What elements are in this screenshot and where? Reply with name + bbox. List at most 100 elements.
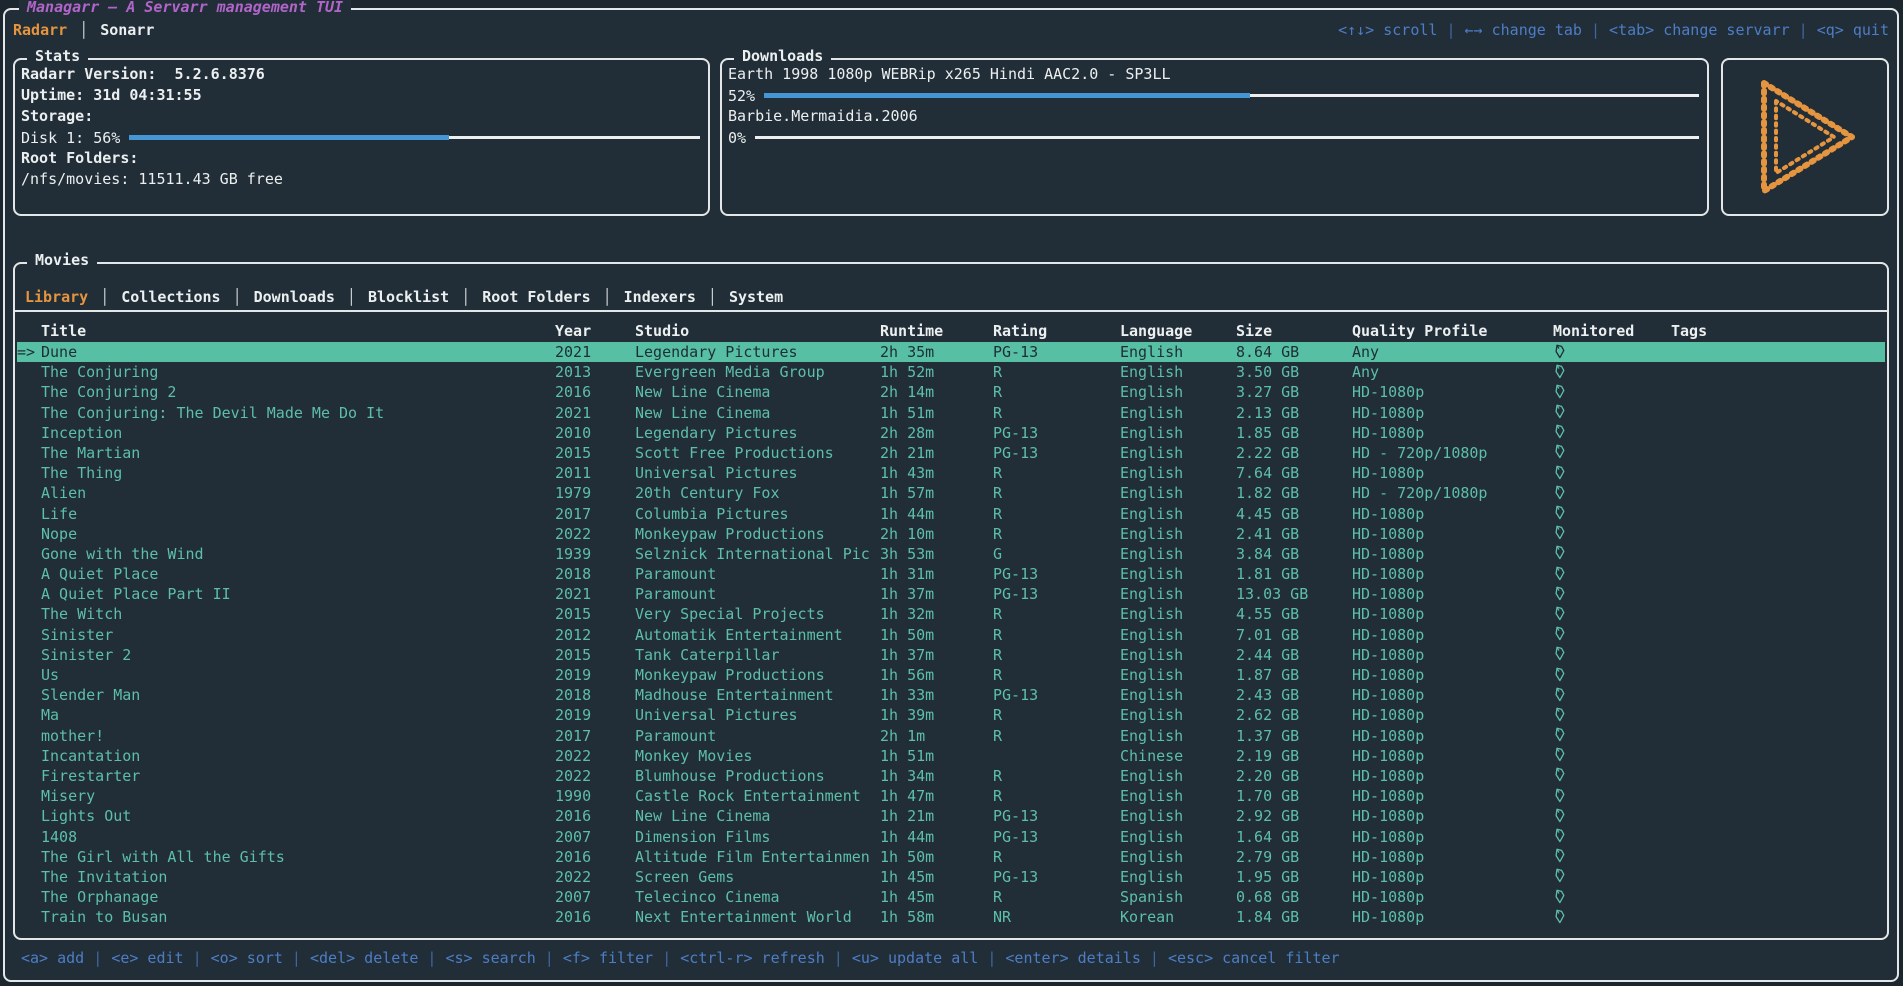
cell-tags — [1671, 705, 1885, 725]
cell-tags — [1671, 726, 1885, 746]
row-marker: => — [17, 343, 36, 361]
cell-language: English — [1120, 403, 1184, 422]
tab-root-folders[interactable]: Root Folders — [482, 288, 591, 306]
cell-title: The Conjuring — [41, 363, 159, 382]
table-row[interactable]: Train to Busan 2016 Next Entertainment Wor… — [17, 907, 1885, 927]
row-marker — [17, 867, 41, 887]
keybind-change-tab: ←→ change tab — [1464, 21, 1582, 39]
table-row[interactable]: The Orphanage 2007 Telecinco Cinema 1h 45m R… — [17, 887, 1885, 907]
table-row[interactable]: Incantation 2022 Monkey Movies 1h 51m Chines… — [17, 746, 1885, 766]
cell-runtime: 1h 37m — [880, 645, 935, 664]
table-row[interactable]: The Thing 2011 Universal Pictures 1h 43m R En… — [17, 463, 1885, 483]
cell-runtime: 1h 58m — [880, 908, 935, 927]
tab-indexers[interactable]: Indexers — [623, 288, 696, 306]
table-row[interactable]: The Conjuring 2 2016 New Line Cinema 2h 14m… — [17, 382, 1885, 402]
table-row[interactable]: Ma 2019 Universal Pictures 1h 39m R English 2.… — [17, 705, 1885, 725]
cell-monitored — [1553, 382, 1671, 402]
table-row[interactable]: Inception 2010 Legendary Pictures 2h 28m PG-… — [17, 423, 1885, 443]
cell-language: Chinese — [1120, 746, 1184, 765]
cell-year: 2015 — [555, 443, 592, 462]
cell-year: 1990 — [555, 787, 592, 806]
servarr-tab-radarr[interactable]: Radarr — [13, 21, 68, 39]
cell-year: 2015 — [555, 645, 592, 664]
cell-tags — [1671, 746, 1885, 766]
cell-year: 2016 — [555, 383, 592, 402]
cell-quality-profile: Any — [1352, 343, 1380, 361]
cell-year: 1979 — [555, 484, 592, 503]
table-row[interactable]: A Quiet Place 2018 Paramount 1h 31m PG-13 Eng… — [17, 564, 1885, 584]
stats-panel: Stats Radarr Version: 5.2.6.8376 Uptime:… — [13, 47, 710, 216]
tab-downloads[interactable]: Downloads — [253, 288, 335, 306]
cell-language: English — [1120, 524, 1184, 543]
cell-year: 2016 — [555, 807, 592, 826]
cell-monitored — [1553, 786, 1671, 806]
table-row[interactable]: The Witch 2015 Very Special Projects 1h 32m… — [17, 604, 1885, 624]
tab-separator: │ — [602, 288, 612, 306]
cell-tags — [1671, 443, 1885, 463]
cell-title: A Quiet Place — [41, 565, 159, 584]
tab-blocklist[interactable]: Blocklist — [367, 288, 450, 306]
keybind-scroll: <↑↓> scroll — [1338, 21, 1438, 39]
table-row[interactable]: Lights Out 2016 New Line Cinema 1h 21m PG-13… — [17, 806, 1885, 826]
row-marker — [17, 524, 41, 544]
cell-studio: Madhouse Entertainment — [635, 686, 834, 705]
table-row[interactable]: Sinister 2 2015 Tank Caterpillar 1h 37m R Eng… — [17, 645, 1885, 665]
table-row[interactable]: Firestarter 2022 Blumhouse Productions 1h 3… — [17, 766, 1885, 786]
monitored-tag-icon — [1553, 626, 1566, 644]
table-row[interactable]: mother! 2017 Paramount 2h 1m R English 1.37 GB… — [17, 726, 1885, 746]
disk-gauge-row: Disk 1: 56% — [21, 127, 702, 148]
cell-rating: R — [993, 403, 1003, 422]
cell-studio: Universal Pictures — [635, 706, 798, 725]
cell-language: English — [1120, 726, 1184, 745]
table-row[interactable]: Gone with the Wind 1939 Selznick Internati… — [17, 544, 1885, 564]
header-marker-cell — [17, 320, 41, 342]
cell-language: English — [1120, 787, 1184, 806]
table-row[interactable]: 1408 2007 Dimension Films 1h 44m PG-13 Englis… — [17, 827, 1885, 847]
cell-rating: PG-13 — [993, 867, 1039, 886]
tab-library[interactable]: Library — [25, 288, 89, 306]
table-row[interactable]: The Conjuring: The Devil Made Me Do It 20… — [17, 403, 1885, 423]
cell-studio: Evergreen Media Group — [635, 363, 825, 382]
table-row[interactable]: Life 2017 Columbia Pictures 1h 44m R English 4… — [17, 504, 1885, 524]
cell-language: English — [1120, 867, 1184, 886]
cell-rating: R — [993, 645, 1003, 664]
table-row[interactable]: Us 2019 Monkeypaw Productions 1h 56m R Englis… — [17, 665, 1885, 685]
cell-title: Sinister 2 — [41, 645, 132, 664]
table-row[interactable]: Slender Man 2018 Madhouse Entertainment 1h … — [17, 685, 1885, 705]
table-row[interactable]: Alien 1979 20th Century Fox 1h 57m R English 1… — [17, 483, 1885, 503]
cell-monitored — [1553, 665, 1671, 685]
cell-tags — [1671, 887, 1885, 907]
monitored-tag-icon — [1553, 686, 1566, 704]
cell-year: 2015 — [555, 605, 592, 624]
table-row[interactable]: => Dune 2021 Legendary Pictures 2h 35m PG-13 E… — [17, 342, 1885, 363]
cell-quality-profile: HD-1080p — [1352, 867, 1425, 886]
table-row[interactable]: Sinister 2012 Automatik Entertainment 1h 50… — [17, 625, 1885, 645]
row-marker — [17, 685, 41, 705]
cell-quality-profile: HD-1080p — [1352, 726, 1425, 745]
table-row[interactable]: The Invitation 2022 Screen Gems 1h 45m PG-13… — [17, 867, 1885, 887]
keybind-separator: | — [183, 949, 211, 967]
table-row[interactable]: The Martian 2015 Scott Free Productions 2h … — [17, 443, 1885, 463]
cell-rating: PG-13 — [993, 686, 1039, 705]
monitored-tag-icon — [1553, 908, 1566, 926]
monitored-tag-icon — [1553, 868, 1566, 886]
keybind-separator: | — [418, 949, 446, 967]
cell-language: English — [1120, 484, 1184, 503]
table-row[interactable]: The Conjuring 2013 Evergreen Media Group 1h… — [17, 362, 1885, 382]
movies-tabbar: Library │ Collections │ Downloads │ Blocklist │… — [25, 284, 1885, 310]
cell-year: 2022 — [555, 867, 592, 886]
tab-collections[interactable]: Collections — [121, 288, 221, 306]
cell-studio: Altitude Film Entertainmen — [635, 847, 870, 866]
cell-quality-profile: HD-1080p — [1352, 807, 1425, 826]
table-row[interactable]: Misery 1990 Castle Rock Entertainment 1h 47… — [17, 786, 1885, 806]
cell-year: 2022 — [555, 524, 592, 543]
table-row[interactable]: Nope 2022 Monkeypaw Productions 2h 10m R Engl… — [17, 524, 1885, 544]
table-row[interactable]: A Quiet Place Part II 2021 Paramount 1h 37m… — [17, 584, 1885, 604]
table-row[interactable]: The Girl with All the Gifts 2016 Altitude … — [17, 847, 1885, 867]
cell-year: 2017 — [555, 726, 592, 745]
column-header-tags: Tags — [1671, 322, 1708, 340]
cell-tags — [1671, 645, 1885, 665]
servarr-tab-sonarr[interactable]: Sonarr — [100, 21, 155, 39]
cell-size: 8.64 GB — [1236, 343, 1300, 361]
tab-system[interactable]: System — [728, 288, 784, 306]
